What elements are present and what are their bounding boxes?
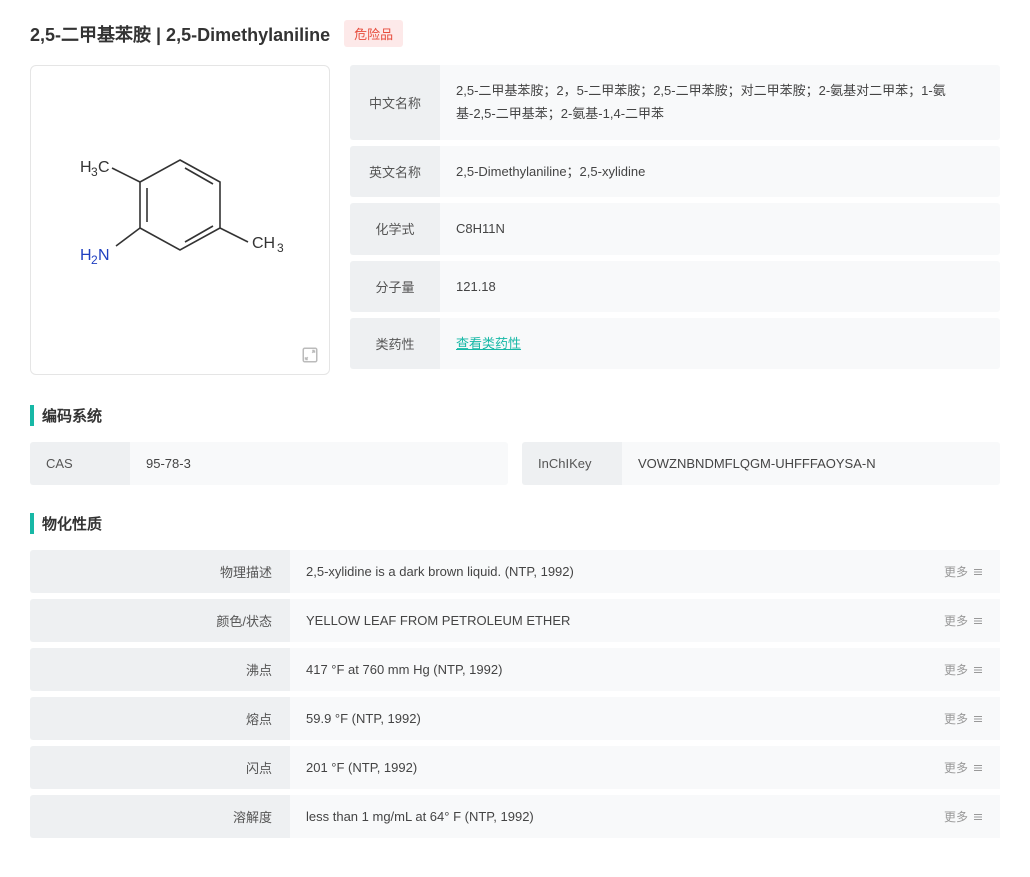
section-title-coding: 编码系统 [30, 405, 1000, 426]
info-label: 化学式 [350, 203, 440, 254]
info-label: 中文名称 [350, 65, 440, 140]
more-link[interactable]: 更多 [944, 808, 984, 825]
code-label: InChIKey [522, 442, 622, 485]
property-value-text: less than 1 mg/mL at 64° F (NTP, 1992) [306, 809, 534, 824]
svg-text:CH: CH [252, 235, 275, 252]
more-link[interactable]: 更多 [944, 612, 984, 629]
property-row: 物理描述 2,5-xylidine is a dark brown liquid.… [30, 550, 1000, 593]
section-title-physical: 物化性质 [30, 513, 1000, 534]
page-title: 2,5-二甲基苯胺 | 2,5-Dimethylaniline [30, 21, 330, 47]
property-value-text: 59.9 °F (NTP, 1992) [306, 711, 421, 726]
more-link[interactable]: 更多 [944, 563, 984, 580]
list-icon [972, 713, 984, 725]
more-link[interactable]: 更多 [944, 661, 984, 678]
info-value: 查看类药性 [440, 318, 1000, 369]
property-value-text: 417 °F at 760 mm Hg (NTP, 1992) [306, 662, 502, 677]
hazard-badge: 危险品 [344, 20, 403, 47]
expand-icon[interactable] [301, 346, 319, 364]
info-value: 2,5-二甲基苯胺；2，5-二甲苯胺；2,5-二甲苯胺；对二甲苯胺；2-氨基对二… [440, 65, 1000, 140]
list-icon [972, 615, 984, 627]
info-value: 2,5-Dimethylaniline；2,5-xylidine [440, 146, 1000, 197]
code-label: CAS [30, 442, 130, 485]
property-value-text: YELLOW LEAF FROM PETROLEUM ETHER [306, 613, 570, 628]
property-value: less than 1 mg/mL at 64° F (NTP, 1992) 更多 [290, 795, 1000, 838]
property-list: 物理描述 2,5-xylidine is a dark brown liquid.… [30, 550, 1000, 838]
property-row: 闪点 201 °F (NTP, 1992) 更多 [30, 746, 1000, 789]
info-table: 中文名称2,5-二甲基苯胺；2，5-二甲苯胺；2,5-二甲苯胺；对二甲苯胺；2-… [350, 65, 1000, 375]
svg-text:C: C [98, 159, 110, 176]
property-value-text: 201 °F (NTP, 1992) [306, 760, 417, 775]
structure-card: H 3 C CH 3 H 2 N [30, 65, 330, 375]
info-row: 化学式C8H11N [350, 203, 1000, 254]
drug-likeness-link[interactable]: 查看类药性 [456, 332, 521, 355]
code-row: CAS95-78-3 InChIKeyVOWZNBNDMFLQGM-UHFFFAO… [30, 442, 1000, 485]
info-label: 类药性 [350, 318, 440, 369]
property-row: 颜色/状态 YELLOW LEAF FROM PETROLEUM ETHER 更多 [30, 599, 1000, 642]
property-row: 沸点 417 °F at 760 mm Hg (NTP, 1992) 更多 [30, 648, 1000, 691]
info-value: C8H11N [440, 203, 1000, 254]
info-row: 英文名称2,5-Dimethylaniline；2,5-xylidine [350, 146, 1000, 197]
svg-text:N: N [98, 247, 110, 264]
property-value: 2,5-xylidine is a dark brown liquid. (NT… [290, 550, 1000, 593]
info-row: 分子量121.18 [350, 261, 1000, 312]
svg-text:3: 3 [91, 165, 98, 179]
info-label: 分子量 [350, 261, 440, 312]
svg-text:H: H [80, 247, 92, 264]
svg-text:3: 3 [277, 241, 284, 255]
code-item: CAS95-78-3 [30, 442, 508, 485]
property-label: 颜色/状态 [30, 599, 290, 642]
property-label: 闪点 [30, 746, 290, 789]
list-icon [972, 811, 984, 823]
more-link[interactable]: 更多 [944, 759, 984, 776]
property-value-text: 2,5-xylidine is a dark brown liquid. (NT… [306, 564, 574, 579]
info-row: 中文名称2,5-二甲基苯胺；2，5-二甲苯胺；2,5-二甲苯胺；对二甲苯胺；2-… [350, 65, 1000, 140]
code-value: 95-78-3 [130, 442, 508, 485]
property-row: 溶解度less than 1 mg/mL at 64° F (NTP, 1992… [30, 795, 1000, 838]
molecule-diagram: H 3 C CH 3 H 2 N [60, 120, 300, 320]
info-row: 类药性查看类药性 [350, 318, 1000, 369]
property-value: 417 °F at 760 mm Hg (NTP, 1992) 更多 [290, 648, 1000, 691]
info-label: 英文名称 [350, 146, 440, 197]
property-value: 201 °F (NTP, 1992) 更多 [290, 746, 1000, 789]
code-value: VOWZNBNDMFLQGM-UHFFFAOYSA-N [622, 442, 1000, 485]
property-label: 沸点 [30, 648, 290, 691]
more-link[interactable]: 更多 [944, 710, 984, 727]
property-label: 熔点 [30, 697, 290, 740]
svg-text:H: H [80, 159, 92, 176]
list-icon [972, 664, 984, 676]
list-icon [972, 762, 984, 774]
property-label: 物理描述 [30, 550, 290, 593]
list-icon [972, 566, 984, 578]
property-row: 熔点 59.9 °F (NTP, 1992) 更多 [30, 697, 1000, 740]
info-value: 121.18 [440, 261, 1000, 312]
property-label: 溶解度 [30, 795, 290, 838]
svg-text:2: 2 [91, 253, 98, 267]
property-value: 59.9 °F (NTP, 1992) 更多 [290, 697, 1000, 740]
property-value: YELLOW LEAF FROM PETROLEUM ETHER 更多 [290, 599, 1000, 642]
code-item: InChIKeyVOWZNBNDMFLQGM-UHFFFAOYSA-N [522, 442, 1000, 485]
